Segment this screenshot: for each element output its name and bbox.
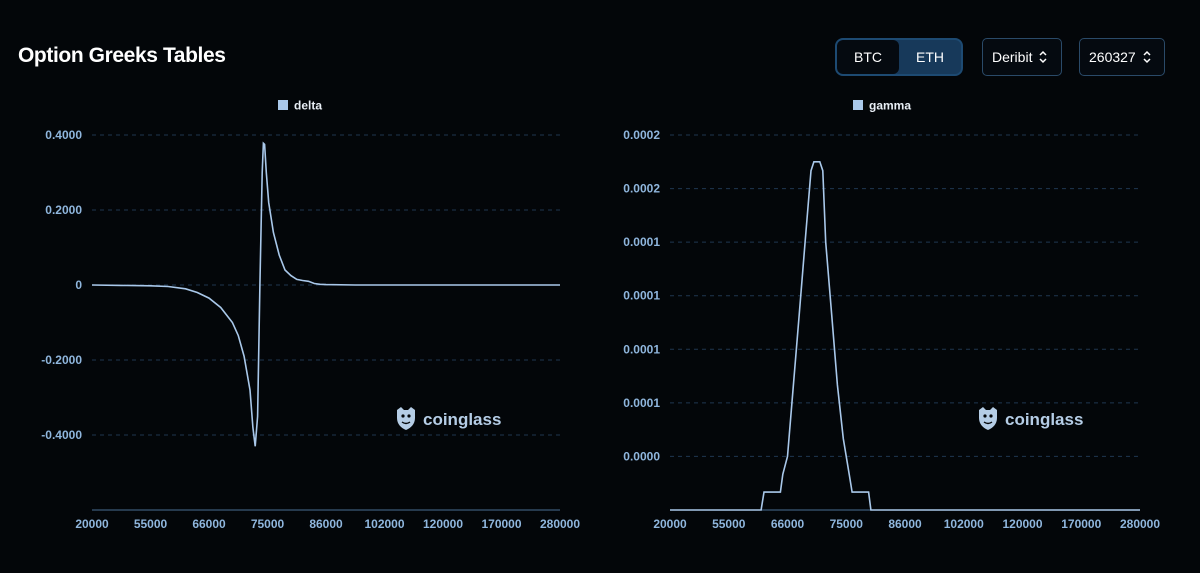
delta-chart-svg: delta 20000 55000 66000 75000 86000 102000 120… — [41, 99, 580, 532]
y-tick-label: 0.0001 — [623, 289, 660, 303]
eth-toggle-button[interactable]: ETH — [916, 49, 944, 65]
exchange-select-value: Deribit — [992, 49, 1033, 65]
coinglass-watermark: coinglass — [979, 407, 1083, 430]
gamma-legend-label: gamma — [869, 99, 911, 113]
updown-chevron-icon — [1143, 50, 1151, 64]
y-tick-label: 0.0002 — [623, 182, 660, 196]
btc-toggle-button[interactable]: BTC — [837, 40, 899, 74]
x-tick-label: 102000 — [944, 517, 984, 531]
x-tick-label: 66000 — [771, 517, 805, 531]
delta-chart: delta 20000 55000 66000 75000 86000 102000 120… — [0, 90, 580, 540]
expiry-select-value: 260327 — [1089, 49, 1136, 65]
coin-toggle: BTC ETH — [835, 38, 963, 76]
gamma-chart-svg: gamma 20000 55000 66000 75000 86000 102000 120… — [623, 99, 1160, 532]
x-tick-label: 75000 — [830, 517, 864, 531]
gamma-legend-swatch — [853, 100, 863, 110]
x-tick-label: 20000 — [75, 517, 109, 531]
x-tick-label: 75000 — [251, 517, 285, 531]
y-tick-label: 0.0001 — [623, 396, 660, 410]
x-tick-label: 86000 — [888, 517, 922, 531]
x-tick-label: 280000 — [540, 517, 580, 531]
gamma-chart: gamma 20000 55000 66000 75000 86000 102000 120… — [600, 90, 1180, 540]
gamma-series-line — [670, 161, 1140, 511]
y-tick-label: 0 — [75, 278, 82, 292]
y-tick-label: 0.0000 — [623, 449, 660, 463]
y-tick-label: 0.0001 — [623, 342, 660, 356]
watermark-text: coinglass — [1005, 410, 1083, 429]
x-tick-label: 55000 — [712, 517, 746, 531]
x-tick-label: 66000 — [192, 517, 226, 531]
y-tick-label: 0.4000 — [45, 128, 82, 142]
delta-legend-label: delta — [294, 99, 322, 113]
y-tick-label: 0.0001 — [623, 235, 660, 249]
x-tick-label: 120000 — [423, 517, 463, 531]
x-tick-label: 170000 — [1061, 517, 1101, 531]
y-tick-label: 0.2000 — [45, 203, 82, 217]
y-tick-label: -0.2000 — [41, 353, 82, 367]
x-tick-label: 280000 — [1120, 517, 1160, 531]
x-tick-label: 86000 — [309, 517, 343, 531]
y-tick-label: -0.4000 — [41, 428, 82, 442]
delta-legend-swatch — [278, 100, 288, 110]
updown-chevron-icon — [1039, 50, 1047, 64]
watermark-text: coinglass — [423, 410, 501, 429]
y-tick-label: 0.0002 — [623, 128, 660, 142]
coinglass-logo-icon — [397, 407, 415, 430]
x-tick-label: 20000 — [653, 517, 687, 531]
x-tick-label: 55000 — [134, 517, 168, 531]
expiry-select[interactable]: 260327 — [1079, 38, 1165, 76]
gamma-legend[interactable]: gamma — [853, 99, 911, 113]
delta-legend[interactable]: delta — [278, 99, 322, 113]
coinglass-watermark: coinglass — [397, 407, 501, 430]
exchange-select[interactable]: Deribit — [982, 38, 1062, 76]
x-tick-label: 120000 — [1002, 517, 1042, 531]
coinglass-logo-icon — [979, 407, 997, 430]
page-title: Option Greeks Tables — [18, 44, 226, 67]
x-tick-label: 102000 — [364, 517, 404, 531]
x-tick-label: 170000 — [481, 517, 521, 531]
delta-series-line — [91, 141, 560, 447]
